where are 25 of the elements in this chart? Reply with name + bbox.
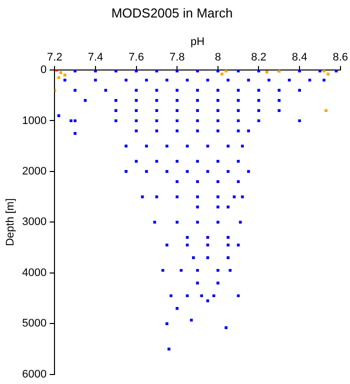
x-tick-label: 7.6 [128,51,144,64]
point [326,72,330,76]
x-tick-label: 8.2 [251,51,266,64]
point [63,74,66,76]
x-tick-label: 8.4 [292,51,308,64]
y-tick-label: 1000 [22,114,47,127]
y-tick-label: 3000 [22,216,47,228]
point [220,72,224,76]
y-tick-label: 6000 [22,368,47,380]
x-tick-label: 8 [214,51,221,64]
point [57,76,60,80]
x-tick-label: 7.8 [169,51,185,64]
y-axis-title: Depth [m] [4,198,17,246]
y-tick-label: 5000 [22,318,47,330]
point [265,70,268,74]
x-axis-title: pH [190,36,205,48]
y-tick-label: 2000 [22,166,47,178]
x-tick-label: 7.4 [88,51,104,64]
point [59,71,62,74]
y-tick-label: 0 [40,64,47,76]
y-tick-label: 4000 [22,266,47,279]
x-tick-label: 7.2 [47,51,62,64]
chart-title: MODS2005 in March [111,5,233,20]
x-tick-label: 8.6 [332,51,348,64]
point [324,109,328,112]
